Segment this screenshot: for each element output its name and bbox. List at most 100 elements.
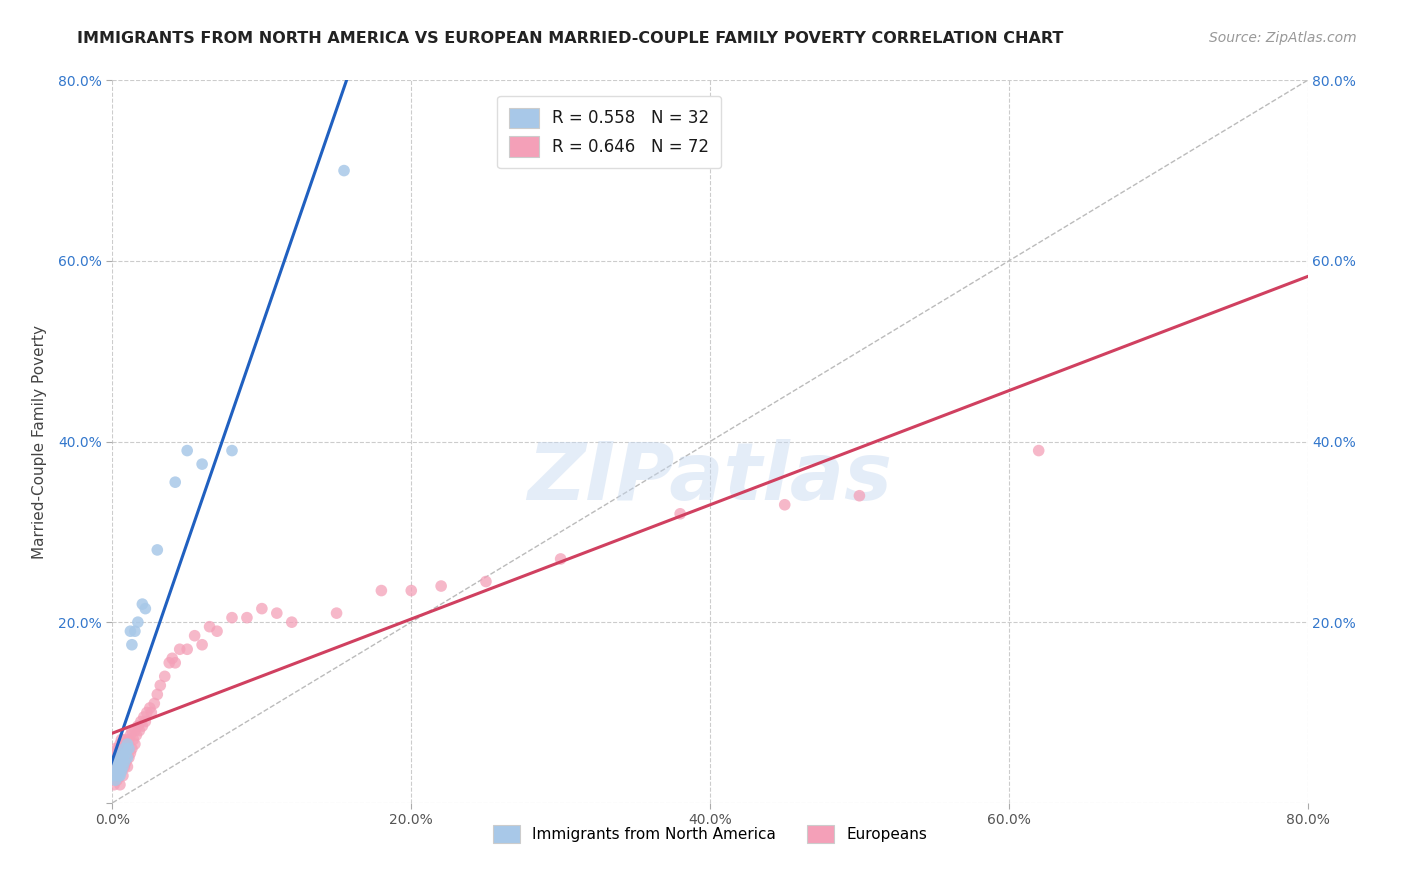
- Point: [118, 732, 141, 747]
- Point: [114, 732, 135, 747]
- Point: [110, 764, 132, 779]
- Point: [475, 574, 498, 589]
- Point: [107, 764, 129, 779]
- Point: [132, 710, 155, 724]
- Point: [108, 760, 131, 774]
- Point: [333, 163, 356, 178]
- Point: [120, 624, 142, 639]
- Point: [108, 778, 131, 792]
- Point: [129, 714, 152, 729]
- Point: [146, 687, 169, 701]
- Point: [121, 741, 143, 756]
- Point: [105, 755, 128, 769]
- Point: [773, 498, 796, 512]
- Point: [104, 769, 127, 783]
- Legend: Immigrants from North America, Europeans: Immigrants from North America, Europeans: [486, 819, 934, 849]
- Point: [124, 737, 146, 751]
- Point: [105, 773, 128, 788]
- Point: [848, 489, 870, 503]
- Text: ZIPatlas: ZIPatlas: [527, 439, 893, 516]
- Point: [117, 760, 139, 774]
- Point: [118, 741, 141, 756]
- Point: [122, 732, 145, 747]
- Point: [401, 583, 423, 598]
- Point: [165, 475, 187, 490]
- Point: [124, 624, 146, 639]
- Point: [120, 728, 142, 742]
- Point: [183, 629, 205, 643]
- Point: [205, 624, 228, 639]
- Point: [146, 542, 169, 557]
- Point: [115, 737, 138, 751]
- Point: [111, 769, 134, 783]
- Point: [110, 732, 132, 747]
- Point: [111, 741, 134, 756]
- Point: [169, 642, 191, 657]
- Point: [198, 620, 221, 634]
- Point: [115, 755, 138, 769]
- Point: [165, 656, 187, 670]
- Point: [550, 552, 572, 566]
- Point: [118, 750, 141, 764]
- Point: [124, 723, 146, 738]
- Point: [104, 760, 127, 774]
- Point: [103, 769, 125, 783]
- Y-axis label: Married-Couple Family Poverty: Married-Couple Family Poverty: [32, 325, 46, 558]
- Point: [103, 755, 125, 769]
- Point: [139, 701, 162, 715]
- Point: [669, 507, 692, 521]
- Point: [250, 601, 273, 615]
- Point: [128, 723, 150, 738]
- Point: [1028, 443, 1050, 458]
- Point: [135, 706, 157, 720]
- Point: [134, 714, 156, 729]
- Point: [110, 746, 132, 760]
- Point: [430, 579, 453, 593]
- Point: [105, 764, 128, 779]
- Point: [114, 755, 135, 769]
- Point: [107, 762, 129, 776]
- Point: [104, 741, 127, 756]
- Point: [108, 757, 131, 772]
- Point: [191, 638, 214, 652]
- Point: [143, 697, 166, 711]
- Point: [131, 597, 153, 611]
- Point: [105, 746, 128, 760]
- Point: [104, 773, 127, 788]
- Point: [281, 615, 304, 630]
- Point: [134, 601, 156, 615]
- Point: [120, 746, 142, 760]
- Point: [114, 746, 135, 760]
- Point: [221, 443, 243, 458]
- Point: [111, 750, 134, 764]
- Point: [110, 764, 132, 779]
- Text: Source: ZipAtlas.com: Source: ZipAtlas.com: [1209, 31, 1357, 45]
- Point: [107, 750, 129, 764]
- Point: [110, 746, 132, 760]
- Point: [127, 719, 149, 733]
- Text: IMMIGRANTS FROM NORTH AMERICA VS EUROPEAN MARRIED-COUPLE FAMILY POVERTY CORRELAT: IMMIGRANTS FROM NORTH AMERICA VS EUROPEA…: [77, 31, 1064, 46]
- Point: [107, 741, 129, 756]
- Point: [121, 723, 143, 738]
- Point: [149, 678, 172, 692]
- Point: [111, 760, 134, 774]
- Point: [117, 750, 139, 764]
- Point: [370, 583, 392, 598]
- Point: [176, 443, 198, 458]
- Point: [157, 656, 180, 670]
- Point: [114, 741, 135, 756]
- Point: [107, 769, 129, 783]
- Point: [103, 778, 125, 792]
- Point: [221, 610, 243, 624]
- Point: [325, 606, 347, 620]
- Point: [127, 615, 149, 630]
- Point: [162, 651, 183, 665]
- Point: [117, 741, 139, 756]
- Point: [108, 737, 131, 751]
- Point: [125, 728, 148, 742]
- Point: [108, 769, 131, 783]
- Point: [114, 760, 135, 774]
- Point: [131, 719, 153, 733]
- Point: [236, 610, 259, 624]
- Point: [141, 706, 163, 720]
